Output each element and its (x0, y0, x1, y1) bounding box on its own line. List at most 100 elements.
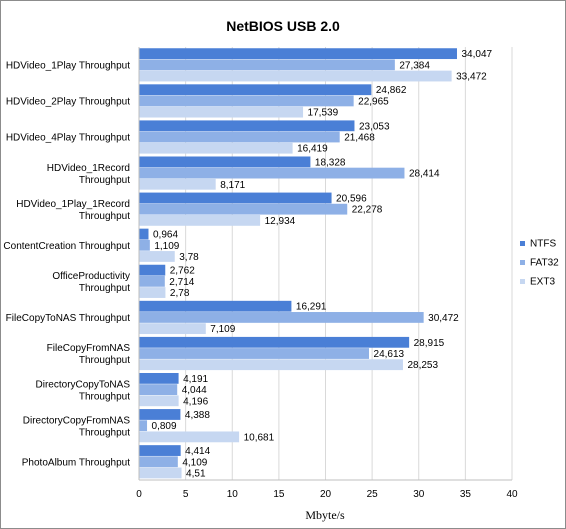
data-label: 33,472 (456, 72, 487, 83)
category-label: HDVideo_2Play Throughput (6, 97, 130, 108)
data-label: 0,964 (153, 230, 178, 241)
category-label: ContentCreation Throughput (3, 241, 130, 252)
x-tick-label: 0 (136, 489, 142, 500)
data-label: 7,109 (210, 324, 235, 335)
data-label: 4,196 (183, 396, 208, 407)
data-label: 4,191 (183, 374, 208, 385)
category-label: OfficeProductivity Throughput (52, 271, 130, 294)
data-label: 16,419 (297, 144, 328, 155)
legend: NTFS FAT32 EXT3 (520, 239, 559, 288)
data-label: 4,414 (185, 446, 210, 457)
bar-fat32 (139, 203, 348, 215)
bar-ext3 (139, 214, 261, 226)
bar-ntfs (139, 264, 166, 276)
bar-ext3 (139, 70, 452, 82)
bar-ntfs (139, 228, 149, 240)
category-label: DirectoryCopyToNAS Throughput (36, 379, 131, 402)
legend-swatch-ntfs (520, 241, 525, 246)
bar-fat32 (139, 384, 178, 395)
x-axis-label: Mbyte/s (305, 508, 345, 522)
x-tick-label: 30 (413, 489, 425, 500)
data-label: 8,171 (220, 180, 245, 191)
data-label: 16,291 (296, 302, 327, 313)
data-label: 4,044 (182, 385, 207, 396)
x-tick-label: 15 (273, 489, 285, 500)
category-label: HDVideo_1Play Throughput (6, 61, 130, 72)
data-label: 27,384 (399, 60, 430, 71)
category-label: HDVideo_1Record Throughput (47, 163, 130, 186)
category-label: PhotoAlbum Throughput (22, 457, 130, 468)
data-label: 28,915 (414, 338, 445, 349)
bar-ext3 (139, 467, 182, 479)
x-tick-labels: 0 5 10 15 20 25 30 35 40 (136, 489, 518, 500)
data-label: 3,78 (179, 252, 199, 263)
data-label: 21,468 (344, 133, 375, 144)
data-label: 24,862 (376, 85, 407, 96)
bar-ntfs (139, 120, 355, 132)
bar-ntfs (139, 156, 311, 168)
bar-fat32 (139, 420, 148, 432)
legend-swatch-ext3 (520, 279, 525, 284)
x-tick-label: 10 (227, 489, 239, 500)
category-label: FileCopyToNAS Throughput (6, 313, 131, 324)
bar-ntfs (139, 192, 332, 204)
bar-ntfs (139, 84, 372, 96)
bar-ntfs (139, 372, 179, 384)
legend-label: EXT3 (530, 277, 555, 288)
bar-ext3 (139, 251, 175, 262)
bar-ext3 (139, 323, 206, 335)
category-label: DirectoryCopyFromNAS Throughput (23, 415, 131, 438)
data-label: 4,388 (185, 410, 210, 421)
x-tick-label: 25 (367, 489, 379, 500)
bar-fat32 (139, 167, 405, 179)
data-label: 28,253 (407, 360, 438, 371)
legend-label: FAT32 (530, 258, 559, 269)
data-label: 20,596 (336, 193, 367, 204)
data-label: 22,965 (358, 96, 389, 107)
bar-ntfs (139, 48, 457, 60)
bar-ntfs (139, 300, 292, 312)
bar-fat32 (139, 312, 424, 323)
data-label: 4,51 (186, 468, 206, 479)
bar-ext3 (139, 178, 216, 190)
category-labels: HDVideo_1Play Throughput HDVideo_2Play Th… (3, 61, 130, 469)
data-label: 2,78 (170, 288, 190, 299)
category-label: FileCopyFromNAS Throughput (47, 343, 131, 366)
category-label: HDVideo_4Play Throughput (6, 133, 130, 144)
legend-label: NTFS (530, 239, 556, 250)
data-label: 1,109 (154, 241, 179, 252)
bar-ext3 (139, 359, 403, 371)
data-label: 2,714 (169, 277, 194, 288)
legend-swatch-fat32 (520, 260, 525, 265)
bar-ext3 (139, 106, 304, 118)
bar-fat32 (139, 456, 178, 468)
bar-fat32 (139, 131, 340, 143)
bar-fat32 (139, 348, 370, 359)
bar-fat32 (139, 59, 395, 71)
bar-ext3 (139, 431, 240, 443)
x-tick-label: 5 (183, 489, 189, 500)
bar-ntfs (139, 445, 181, 456)
x-tick-label: 20 (320, 489, 332, 500)
data-label: 23,053 (359, 121, 390, 132)
bar-ntfs (139, 336, 410, 348)
data-label: 10,681 (244, 432, 275, 443)
data-label: 18,328 (315, 157, 346, 168)
data-label: 4,109 (182, 457, 207, 468)
data-label: 28,414 (409, 169, 440, 180)
bar-fat32 (139, 275, 165, 287)
data-label: 22,278 (352, 205, 383, 216)
bar-ext3 (139, 142, 293, 154)
data-label: 24,613 (374, 349, 405, 360)
data-label: 17,539 (308, 108, 339, 119)
data-label: 34,047 (461, 49, 492, 60)
bar-ext3 (139, 287, 166, 298)
x-tick-label: 35 (460, 489, 472, 500)
chart-title: NetBIOS USB 2.0 (226, 18, 340, 34)
x-tick-label: 40 (506, 489, 518, 500)
data-label: 30,472 (428, 313, 459, 324)
bar-ext3 (139, 395, 179, 407)
grid-lines (138, 47, 513, 481)
